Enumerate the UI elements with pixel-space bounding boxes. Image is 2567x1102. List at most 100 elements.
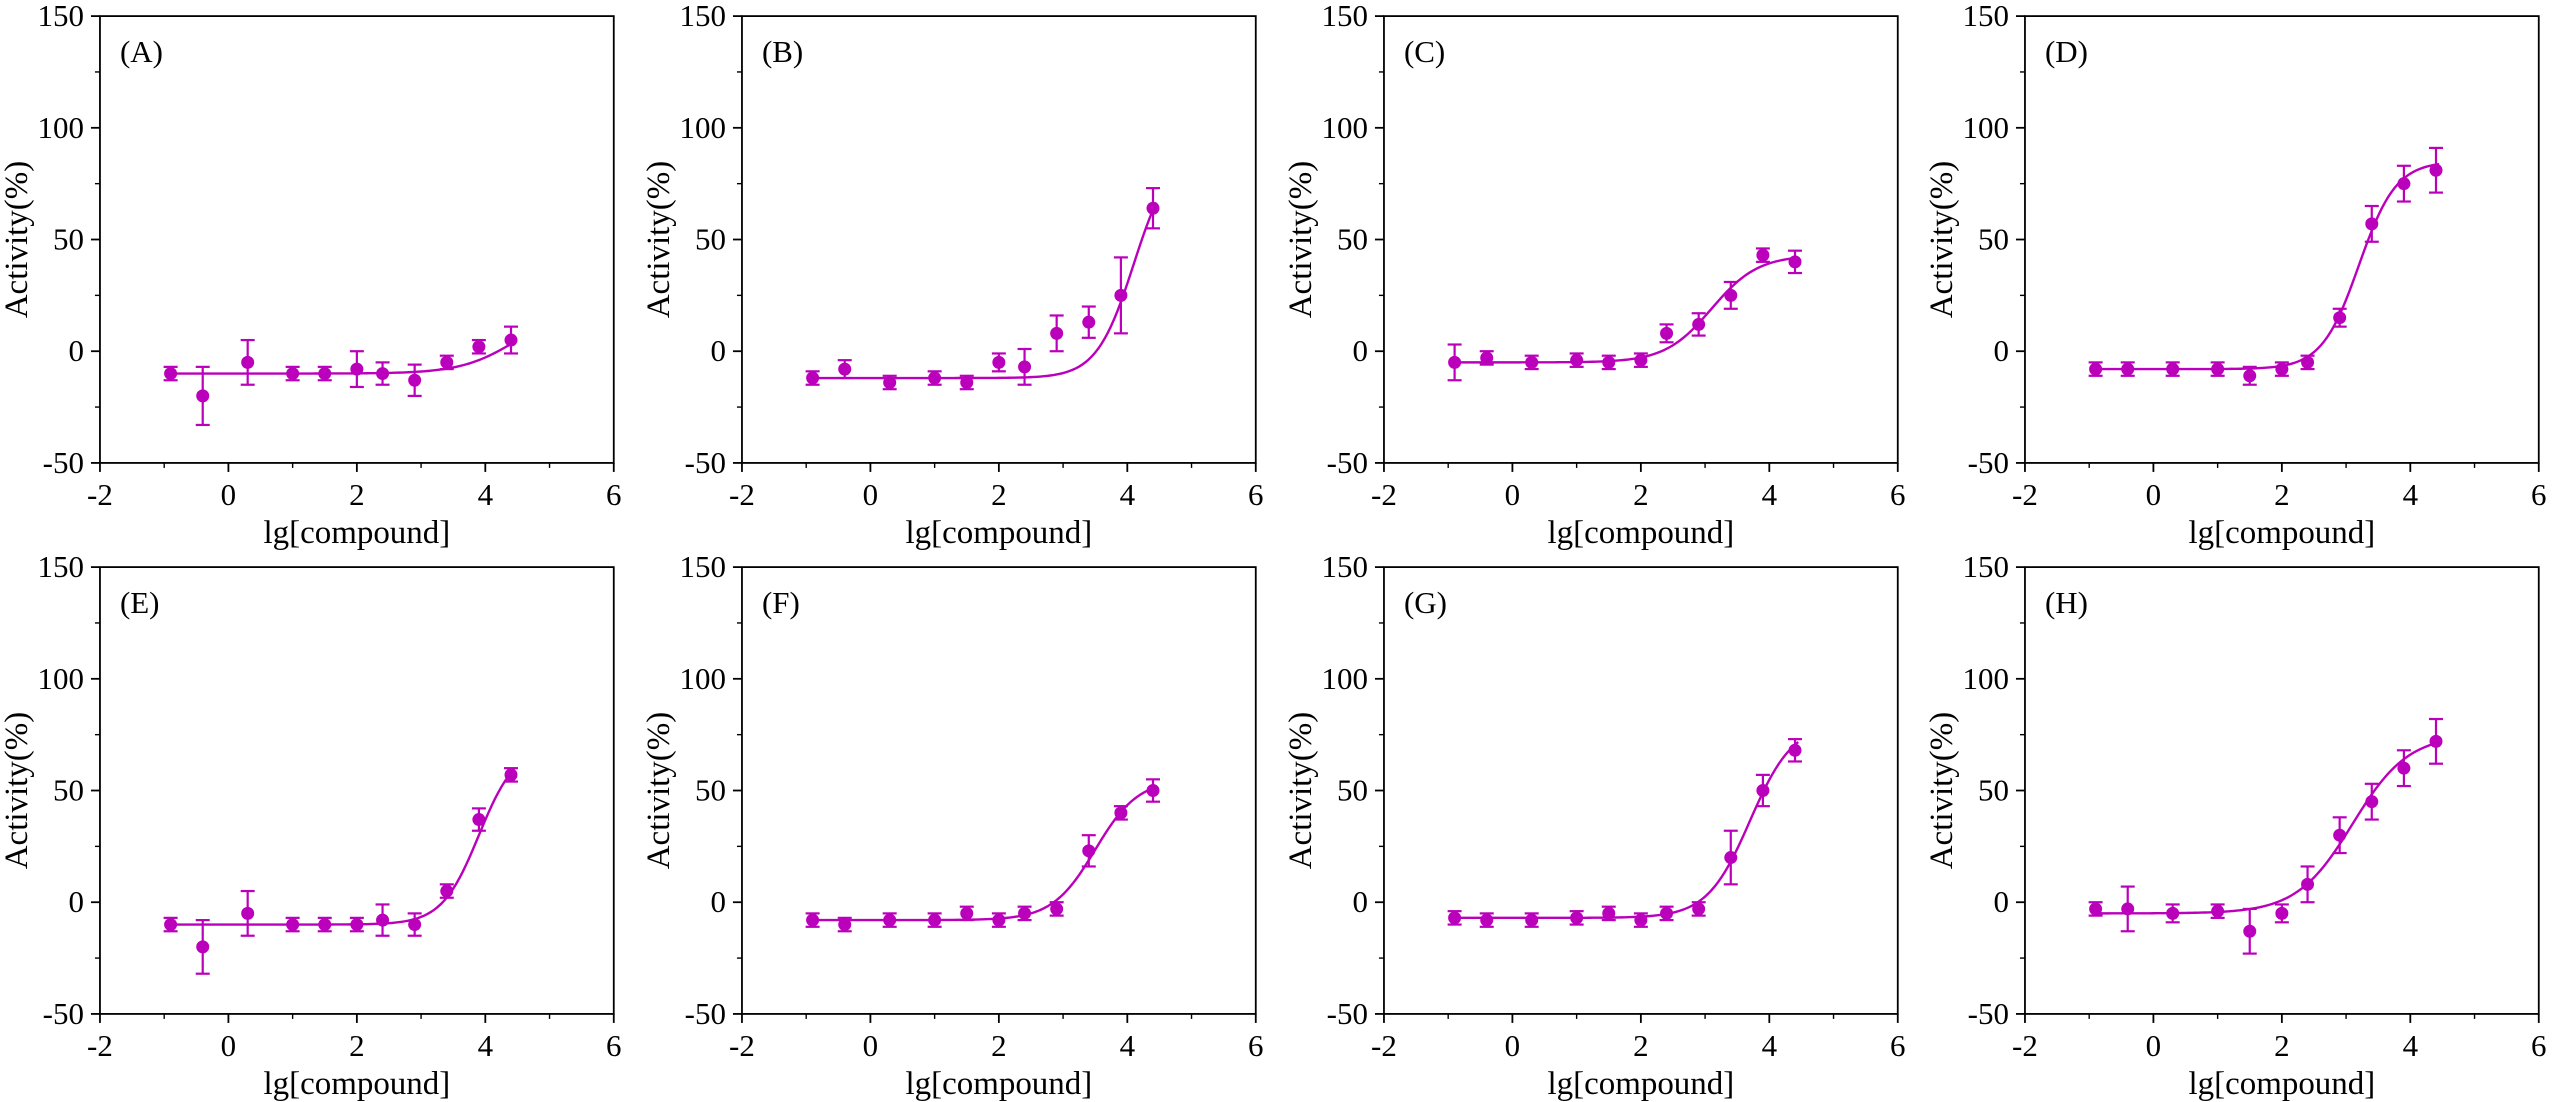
fit-curve [809, 785, 1157, 922]
data-point [960, 376, 973, 389]
data-point [376, 913, 390, 927]
data-point [2397, 177, 2411, 191]
y-axis-label: Activity(%) [1925, 712, 1960, 869]
data-point [1114, 288, 1128, 302]
chart-svg: -2 0 2 4 6 -50 0 50 100 150 lg[compound] Activity(%… [1284, 551, 1906, 1102]
axes-frame [1382, 15, 1899, 464]
y-tick-label: 50 [53, 773, 84, 808]
x-tick-label: 6 [606, 477, 621, 512]
x-tick-label: 0 [221, 477, 236, 512]
data-point [1524, 355, 1538, 369]
y-tick-label: 0 [1352, 333, 1367, 368]
x-tick-label: 2 [349, 1028, 364, 1063]
data-point [286, 918, 300, 932]
data-point [2275, 906, 2289, 920]
data-point [241, 355, 255, 369]
fit-curve [809, 202, 1158, 380]
y-tick-label: 100 [679, 661, 725, 696]
x-tick-label: -2 [729, 1028, 755, 1063]
axis-ticks: -2 0 2 4 6 -50 0 50 100 150 [38, 551, 622, 1063]
data-point [1755, 248, 1769, 262]
x-tick-label: -2 [729, 477, 755, 512]
y-tick-label: 100 [38, 661, 84, 696]
data-point [472, 340, 486, 354]
y-tick-label: -50 [684, 445, 725, 480]
y-tick-label: 0 [1994, 333, 2009, 368]
y-tick-label: 150 [679, 551, 725, 584]
y-tick-label: 100 [1321, 661, 1367, 696]
y-tick-label: -50 [1968, 445, 2009, 480]
y-tick-label: 50 [53, 222, 84, 257]
x-tick-label: 2 [1633, 477, 1648, 512]
x-tick-label: 4 [1119, 477, 1134, 512]
y-tick-label: 100 [38, 110, 84, 145]
x-tick-label: 6 [1890, 477, 1905, 512]
y-tick-label: 0 [68, 333, 83, 368]
data-point [376, 367, 390, 381]
data-point [1723, 851, 1737, 865]
data-point [1049, 902, 1063, 916]
y-axis-label: Activity(%) [0, 712, 35, 869]
x-tick-label: -2 [2012, 477, 2038, 512]
data-point [1755, 784, 1769, 798]
axis-ticks: -2 0 2 4 6 -50 0 50 100 150 [679, 551, 1263, 1063]
data-point [2275, 362, 2289, 376]
y-tick-label: 150 [1321, 551, 1367, 584]
data-point [1633, 353, 1647, 367]
data-series [2088, 717, 2444, 955]
y-axis-label: Activity(%) [642, 712, 677, 869]
data-point [1017, 360, 1031, 374]
data-point [837, 918, 851, 932]
chart-svg: -2 0 2 4 6 -50 0 50 100 150 lg[compound] Activity(%… [1925, 0, 2547, 551]
x-tick-label: -2 [87, 477, 113, 512]
chart-panel-A: -2 0 2 4 6 -50 0 50 100 150 lg[compound] Activity(%… [0, 0, 642, 551]
chart-panel-E: -2 0 2 4 6 -50 0 50 100 150 lg[compound] Activity(%… [0, 551, 642, 1102]
chart-svg: -2 0 2 4 6 -50 0 50 100 150 lg[compound] Activity(%… [642, 551, 1264, 1102]
x-tick-label: 0 [862, 477, 877, 512]
data-point [1447, 911, 1461, 925]
panel-letter: (H) [2045, 585, 2088, 620]
data-point [318, 918, 332, 932]
data-point [2429, 163, 2443, 177]
axes-frame [99, 15, 615, 464]
data-point [196, 389, 210, 403]
y-tick-label: -50 [1968, 996, 2009, 1031]
y-tick-label: 100 [1321, 110, 1367, 145]
y-tick-label: -50 [684, 996, 725, 1031]
data-point [440, 884, 454, 898]
data-point [882, 376, 896, 389]
x-tick-label: 6 [1890, 1028, 1905, 1063]
data-point [837, 362, 851, 376]
data-point [927, 913, 941, 927]
data-series [163, 767, 518, 975]
data-point [472, 813, 486, 827]
data-series [805, 778, 1160, 933]
data-point [1601, 906, 1615, 920]
axis-ticks: -2 0 2 4 6 -50 0 50 100 150 [1963, 0, 2547, 512]
x-tick-label: -2 [1371, 477, 1397, 512]
axes-frame [740, 15, 1257, 464]
panel-letter: (D) [2045, 34, 2088, 69]
data-point [1788, 743, 1801, 757]
x-tick-label: 4 [1761, 1028, 1776, 1063]
data-point [1633, 913, 1647, 927]
y-tick-label: 50 [1336, 222, 1367, 257]
data-point [1723, 288, 1737, 302]
data-point [1114, 806, 1128, 820]
chart-panel-D: -2 0 2 4 6 -50 0 50 100 150 lg[compound] Activity(%… [1925, 0, 2567, 551]
data-point [241, 906, 255, 920]
data-point [164, 367, 178, 381]
data-point [504, 333, 518, 347]
x-axis-label: lg[compound] [905, 1066, 1092, 1102]
y-tick-label: -50 [1326, 445, 1367, 480]
data-point [805, 371, 819, 385]
data-point [882, 913, 896, 927]
data-point [1049, 326, 1063, 340]
data-point [1479, 913, 1493, 927]
y-tick-label: 150 [1963, 551, 2009, 584]
data-point [927, 371, 941, 385]
x-tick-label: 2 [2274, 1028, 2289, 1063]
data-point [1017, 906, 1031, 920]
y-tick-label: 150 [679, 0, 725, 33]
